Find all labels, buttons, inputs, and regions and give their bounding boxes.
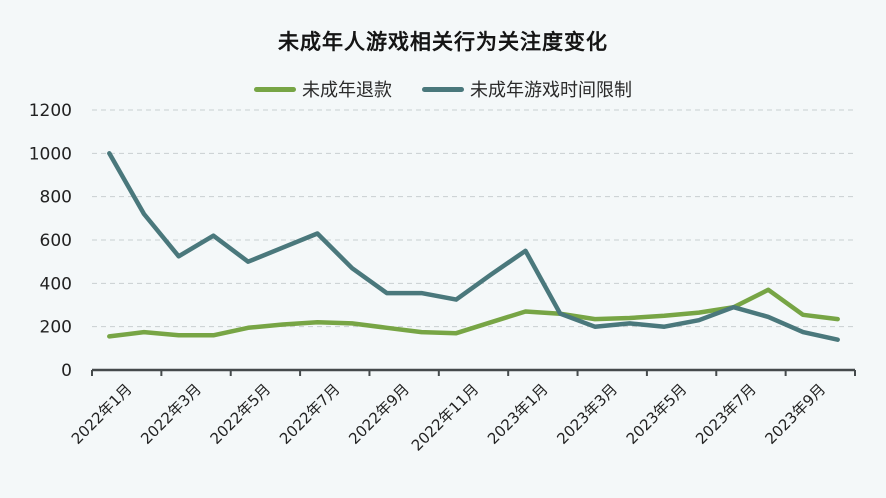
series-line-time-limit bbox=[107, 151, 840, 342]
legend-label-time-limit: 未成年游戏时间限制 bbox=[470, 80, 632, 101]
series-lines bbox=[107, 151, 840, 342]
y-tick-label: 400 bbox=[40, 274, 72, 294]
y-tick-label: 200 bbox=[40, 318, 72, 338]
chart-title: 未成年人游戏相关行为关注度变化 bbox=[278, 30, 608, 54]
y-tick-label: 600 bbox=[40, 231, 72, 251]
x-tick-label: 2022年7月 bbox=[276, 380, 344, 448]
x-tick-label: 2023年3月 bbox=[553, 380, 621, 448]
legend-swatch-refund bbox=[254, 86, 296, 92]
legend-item-time-limit[interactable]: 未成年游戏时间限制 bbox=[422, 76, 632, 102]
x-tick-label: 2022年11月 bbox=[408, 380, 482, 454]
x-tick-label: 2023年7月 bbox=[692, 380, 760, 448]
y-tick-label: 1000 bbox=[29, 144, 72, 164]
x-tick-label: 2022年9月 bbox=[345, 380, 413, 448]
x-tick-label: 2023年9月 bbox=[761, 380, 829, 448]
y-tick-label: 0 bbox=[61, 361, 72, 381]
x-axis: 2022年1月 2022年3月 2022年5月 2022年7月 2022年9月2022年… bbox=[68, 368, 856, 455]
x-tick-label: 2023年1月 bbox=[484, 380, 552, 448]
x-tick-label: 2022年5月 bbox=[207, 380, 275, 448]
x-tick-label: 2023年5月 bbox=[623, 380, 691, 448]
gridlines bbox=[92, 109, 855, 328]
x-tick-label: 2022年3月 bbox=[137, 380, 205, 448]
x-tick-label: 2022年1月 bbox=[68, 380, 136, 448]
legend-swatch-time-limit bbox=[422, 86, 464, 92]
legend-item-refund[interactable]: 未成年退款 bbox=[254, 76, 392, 102]
y-tick-label: 800 bbox=[40, 188, 72, 208]
legend-label-refund: 未成年退款 bbox=[302, 80, 392, 101]
series-line-refund bbox=[107, 287, 840, 339]
chart-legend: 未成年退款 未成年游戏时间限制 bbox=[0, 76, 886, 102]
y-tick-label: 1200 bbox=[29, 101, 72, 121]
y-axis: 0 200 400 600 800 1000 1200 bbox=[29, 101, 72, 381]
